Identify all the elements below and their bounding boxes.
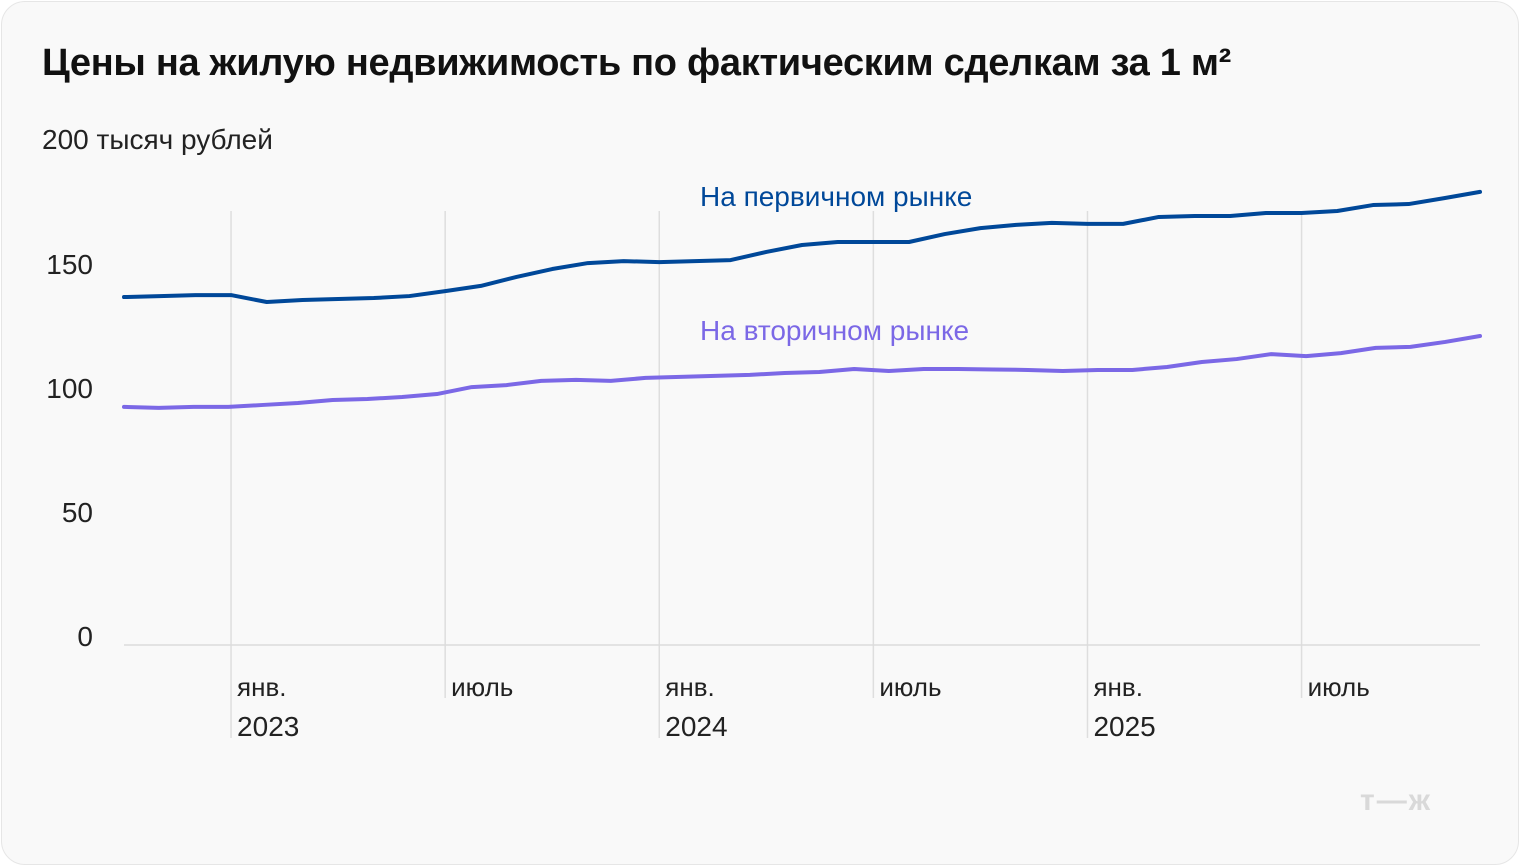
chart-title: Цены на жилую недвижимость по фактически… xyxy=(42,42,1232,84)
x-tick-label: июль xyxy=(1308,672,1370,702)
y-tick-label: 150 xyxy=(46,249,93,280)
x-tick-year-label: 2025 xyxy=(1093,711,1155,742)
series-line-primary xyxy=(122,189,1482,305)
y-tick-label: 100 xyxy=(46,373,93,404)
x-tick-label: янв. xyxy=(1093,672,1142,702)
series-line-secondary xyxy=(122,333,1482,410)
x-tick-year-label: 2024 xyxy=(665,711,727,742)
x-tick-label: июль xyxy=(451,672,513,702)
x-tick-label: июль xyxy=(879,672,941,702)
series-label: На вторичном рынке xyxy=(700,315,969,346)
x-tick-label: янв. xyxy=(665,672,714,702)
y-tick-label: 50 xyxy=(62,497,93,528)
x-tick-label: янв. xyxy=(237,672,286,702)
y-tick-label: 0 xyxy=(77,621,93,652)
tj-logo: т—ж xyxy=(1360,784,1432,817)
x-tick-year-label: 2023 xyxy=(237,711,299,742)
series-label: На первичном рынке xyxy=(700,181,972,212)
y-axis-unit-label: 200 тысяч рублей xyxy=(42,124,273,155)
